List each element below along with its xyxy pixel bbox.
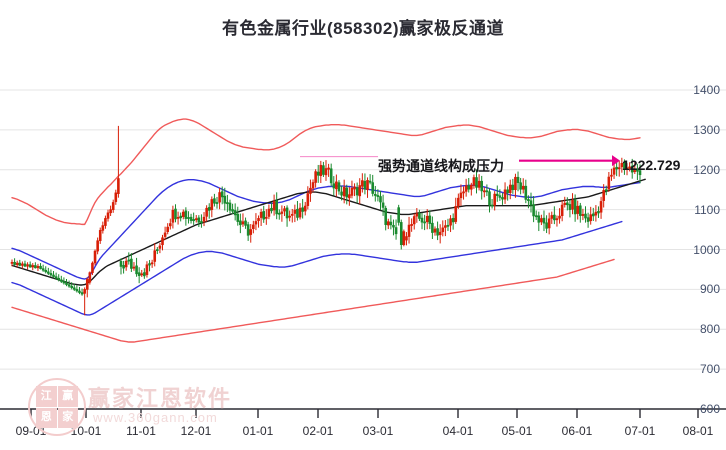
watermark-seal-char: 恩 [36, 407, 57, 428]
watermark-brand: 赢家江恩软件 [88, 386, 233, 411]
x-tick-label: 08-01 [682, 424, 714, 438]
y-tick-label: 1100 [694, 202, 720, 217]
y-tick-label: 900 [699, 282, 720, 297]
band-lines [11, 118, 646, 343]
x-tick-label: 01-01 [242, 424, 274, 438]
last-price-label: 1222.729 [622, 157, 681, 173]
x-tick-label: 06-01 [561, 424, 593, 438]
candlestick-series [10, 125, 642, 316]
watermark-seal-char: 家 [57, 407, 78, 428]
page-title: 有色金属行业(858302)赢家极反通道 [221, 19, 505, 38]
x-tick-label: 02-01 [302, 424, 334, 438]
x-tick-label: 04-01 [442, 424, 474, 438]
watermark-seal-char: 赢 [57, 386, 78, 407]
y-tick-label: 1300 [693, 122, 720, 137]
y-tick-label: 1400 [693, 83, 720, 97]
x-tick-label: 11-01 [126, 424, 156, 438]
x-tick-label: 05-01 [501, 424, 533, 438]
annotation-arrow [300, 155, 620, 167]
annotation-text: 强势通道线构成压力 [378, 158, 504, 174]
y-tick-label: 1200 [693, 162, 720, 177]
x-tick-label: 03-01 [362, 424, 394, 438]
y-tick-label: 600 [699, 402, 720, 416]
watermark-url: www.360gann.com [93, 410, 218, 425]
x-tick-label: 10-01 [70, 424, 102, 438]
x-tick-label: 12-01 [180, 424, 212, 438]
gridlines [0, 89, 726, 370]
watermark-seal-char: 江 [36, 386, 57, 407]
watermark-seal: 江赢恩家 [28, 378, 86, 436]
y-tick-label: 800 [699, 322, 720, 337]
y-tick-label: 700 [699, 362, 720, 377]
x-tick-label: 07-01 [624, 424, 656, 438]
y-tick-label: 1000 [693, 242, 720, 257]
